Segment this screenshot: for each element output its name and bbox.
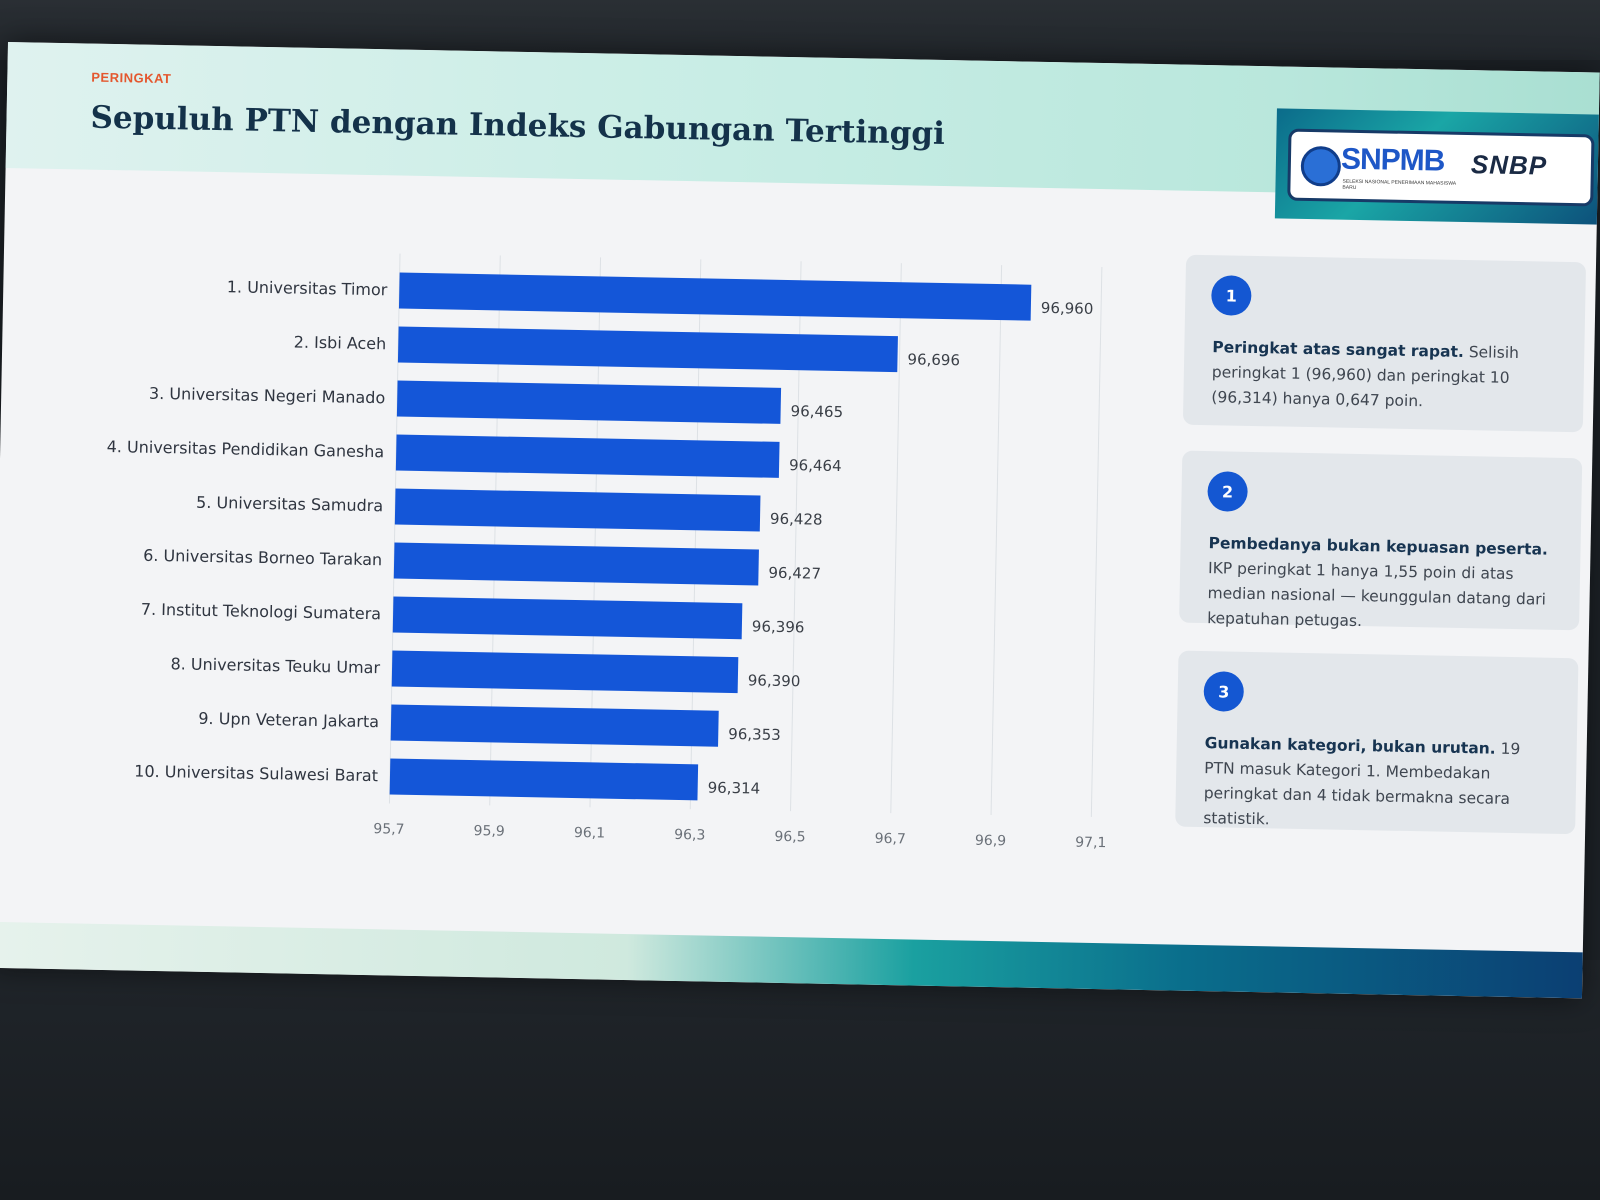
insight-cards: 1 Peringkat atas sangat rapat. Selisih p… <box>1175 254 1587 835</box>
category-label: 4. Universitas Pendidikan Ganesha <box>106 437 384 461</box>
data-label: 96,390 <box>748 671 801 690</box>
card-body: IKP peringkat 1 hanya 1,55 poin di atas … <box>1206 559 1547 631</box>
card-number-badge: 3 <box>1203 671 1245 712</box>
bar <box>395 434 780 478</box>
card-number-badge: 2 <box>1207 471 1248 512</box>
grid-line <box>890 263 902 814</box>
insight-card-3: 3 Gunakan kategori, bukan urutan. 19 PTN… <box>1175 650 1579 838</box>
bar <box>392 596 743 640</box>
bar <box>389 758 699 801</box>
data-label: 96,396 <box>752 617 805 636</box>
category-label: 1. Universitas Timor <box>227 277 388 299</box>
bar <box>397 326 898 373</box>
card-text: Pembedanya bukan kepuasan peserta. IKP p… <box>1207 531 1559 638</box>
insight-card-1: 1 Peringkat atas sangat rapat. Selisih p… <box>1182 254 1587 433</box>
category-label: 9. Upn Veteran Jakarta <box>198 709 379 731</box>
x-tick-label: 96,9 <box>975 833 1006 850</box>
insight-card-2: 2 Pembedanya bukan kepuasan peserta. IKP… <box>1179 450 1583 631</box>
category-label: 2. Isbi Aceh <box>294 333 387 354</box>
data-label: 96,960 <box>1041 299 1094 318</box>
slide-title: Sepuluh PTN dengan Indeks Gabungan Terti… <box>90 99 946 152</box>
category-label: 5. Universitas Samudra <box>196 493 383 516</box>
card-heading: Pembedanya bukan kepuasan peserta. <box>1208 534 1549 559</box>
data-label: 96,465 <box>790 402 843 421</box>
category-label: 6. Universitas Borneo Tarakan <box>143 546 382 570</box>
data-label: 96,314 <box>708 779 761 798</box>
grid-line <box>1090 267 1103 817</box>
data-label: 96,427 <box>768 564 821 583</box>
category-label: 8. Universitas Teuku Umar <box>170 654 380 677</box>
category-label: 7. Institut Teknologi Sumatera <box>141 600 382 624</box>
bar <box>391 650 739 694</box>
card-text: Gunakan kategori, bukan urutan. 19 PTN m… <box>1203 731 1555 838</box>
snpmb-logo-text: SNPMB <box>1340 142 1445 178</box>
card-heading: Peringkat atas sangat rapat. <box>1212 338 1465 362</box>
data-label: 96,428 <box>770 510 823 529</box>
x-tick-label: 96,5 <box>774 829 805 846</box>
bar-chart: 1. Universitas Timor 96,960 2. Isbi Aceh 96… <box>0 192 1185 865</box>
snbp-logo-text: SNBP <box>1470 149 1548 181</box>
data-label: 96,464 <box>789 456 842 475</box>
bar <box>394 488 761 532</box>
card-heading: Gunakan kategori, bukan urutan. <box>1204 734 1496 758</box>
presentation-screen: PERINGKAT Sepuluh PTN dengan Indeks Gabu… <box>0 42 1600 999</box>
category-label: 10. Universitas Sulawesi Barat <box>134 762 378 786</box>
data-label: 96,696 <box>907 350 960 369</box>
x-tick-label: 95,9 <box>473 823 504 840</box>
bar-chart-svg: 1. Universitas Timor 96,960 2. Isbi Aceh 96… <box>106 253 1107 852</box>
bar <box>396 380 782 424</box>
data-label: 96,353 <box>728 725 781 744</box>
bar <box>398 272 1032 321</box>
x-tick-label: 97,1 <box>1075 835 1106 852</box>
x-tick-label: 96,7 <box>875 831 906 848</box>
snpmb-logo-subtitle: SELEKSI NASIONAL PENERIMAAN MAHASISWA BA… <box>1342 178 1456 191</box>
x-tick-label: 95,7 <box>373 821 404 838</box>
bar <box>393 542 759 586</box>
room-background-bottom <box>0 960 1600 1200</box>
card-text: Peringkat atas sangat rapat. Selisih per… <box>1211 335 1562 417</box>
x-tick-label: 96,3 <box>674 827 705 844</box>
tut-wuri-emblem-icon <box>1300 145 1342 187</box>
category-label: 3. Universitas Negeri Manado <box>149 384 386 408</box>
bar <box>390 704 719 747</box>
grid-line <box>990 265 1003 816</box>
x-tick-label: 96,1 <box>574 825 605 842</box>
snpmb-logo: SNPMB SELEKSI NASIONAL PENERIMAAN MAHASI… <box>1287 128 1595 207</box>
slide-eyebrow: PERINGKAT <box>91 69 172 87</box>
card-number-badge: 1 <box>1210 275 1252 316</box>
